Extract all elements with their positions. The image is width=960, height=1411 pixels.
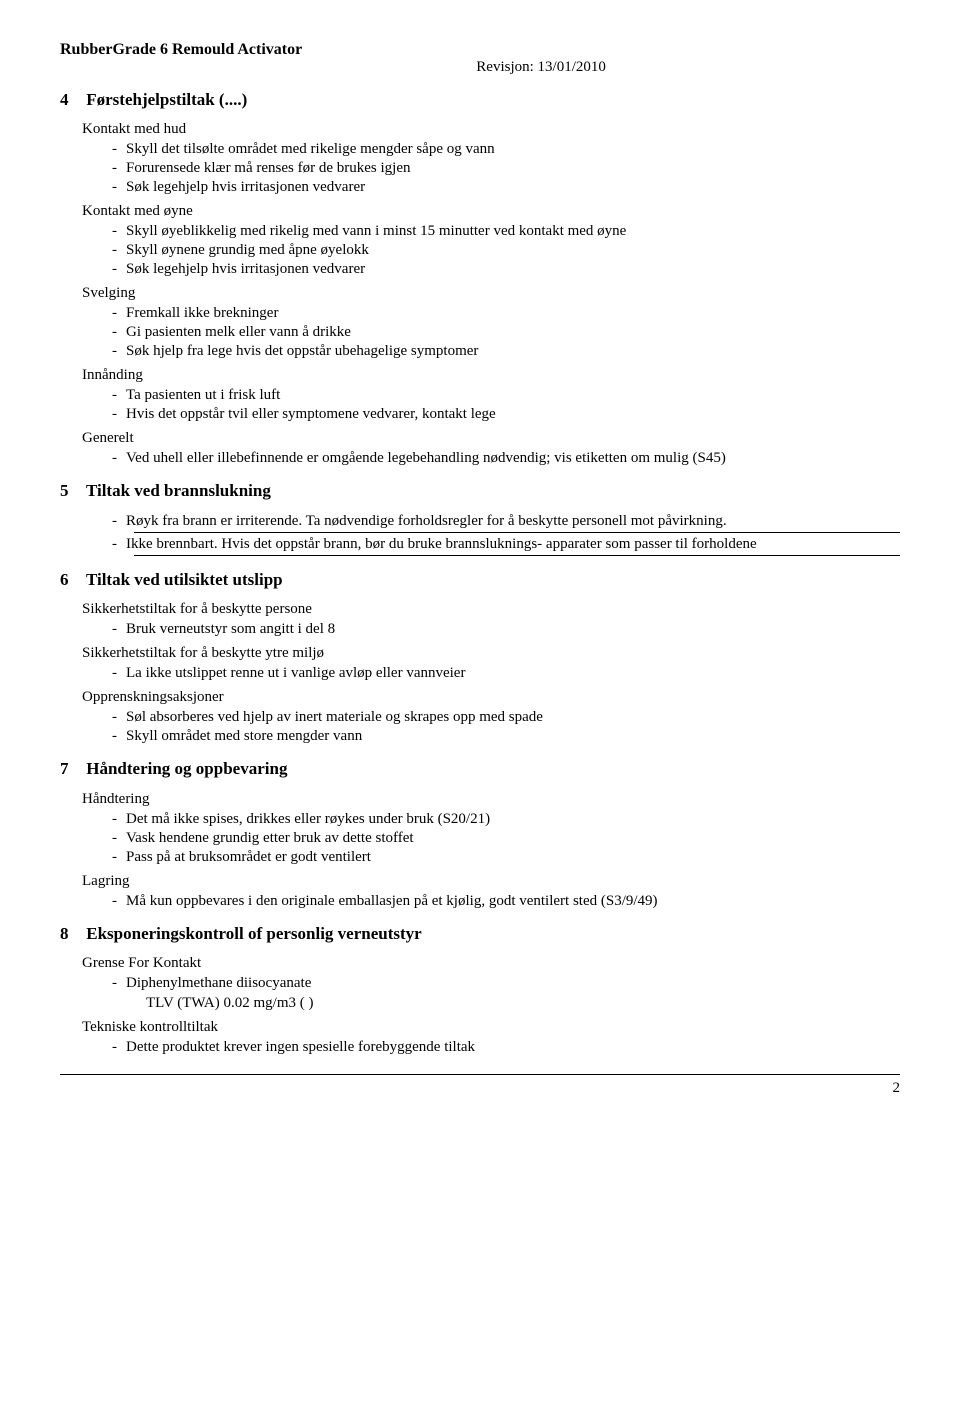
list-handling: Det må ikke spises, drikkes eller røykes… [112,810,900,866]
section-title: Tiltak ved brannslukning [86,481,271,500]
subhead-eye: Kontakt med øyne [82,202,900,220]
list-item: Pass på at bruksområdet er godt ventiler… [112,848,900,866]
subhead-inhale: Innånding [82,366,900,384]
revision-date: Revisjon: 13/01/2010 [182,58,900,76]
section-8-body: Grense For Kontakt Diphenylmethane diiso… [82,954,900,1056]
list-inhale: Ta pasienten ut i frisk luft Hvis det op… [112,386,900,423]
list-item: Ved uhell eller illebefinnende er omgåen… [112,449,900,467]
section-4-heading: 4 Førstehjelpstiltak (....) [60,90,900,110]
list-item: La ikke utslippet renne ut i vanlige avl… [112,664,900,682]
list-item: Skyll området med store mengder vann [112,727,900,745]
list-limits: Diphenylmethane diisocyanate [112,974,900,992]
list-env: La ikke utslippet renne ut i vanlige avl… [112,664,900,682]
section-number: 7 [60,759,82,779]
subhead-persons: Sikkerhetstiltak for å beskytte persone [82,600,900,618]
section-title: Tiltak ved utilsiktet utslipp [86,570,283,589]
tlv-value: TLV (TWA) 0.02 mg/m3 ( ) [146,994,900,1012]
list-item: Vask hendene grundig etter bruk av dette… [112,829,900,847]
subhead-swallow: Svelging [82,284,900,302]
list-item: Søk legehjelp hvis irritasjonen vedvarer [112,260,900,278]
section-5-heading: 5 Tiltak ved brannslukning [60,481,900,501]
section-title: Håndtering og oppbevaring [86,759,287,778]
list-item: Røyk fra brann er irriterende. Ta nødven… [112,512,900,530]
page-number: 2 [60,1079,900,1097]
list-general: Ved uhell eller illebefinnende er omgåen… [112,449,900,467]
section-number: 8 [60,924,82,944]
list-item: Hvis det oppstår tvil eller symptomene v… [112,405,900,423]
product-title: RubberGrade 6 Remould Activator [60,40,302,59]
list-tech: Dette produktet krever ingen spesielle f… [112,1038,900,1056]
list-item: Fremkall ikke brekninger [112,304,900,322]
list-eye: Skyll øyeblikkelig med rikelig med vann … [112,222,900,278]
subhead-handling: Håndtering [82,790,900,808]
list-item: Søk legehjelp hvis irritasjonen vedvarer [112,178,900,196]
list-persons: Bruk verneutstyr som angitt i del 8 [112,620,900,638]
list-swallow: Fremkall ikke brekninger Gi pasienten me… [112,304,900,360]
subhead-skin: Kontakt med hud [82,120,900,138]
list-item: Ta pasienten ut i frisk luft [112,386,900,404]
section-5-body: Røyk fra brann er irriterende. Ta nødven… [82,512,900,556]
section-7-heading: 7 Håndtering og oppbevaring [60,759,900,779]
section-number: 5 [60,481,82,501]
list-item: Må kun oppbevares i den originale emball… [112,892,900,910]
divider [134,532,900,533]
list-item: Det må ikke spises, drikkes eller røykes… [112,810,900,828]
list-item: Søl absorberes ved hjelp av inert materi… [112,708,900,726]
subhead-general: Generelt [82,429,900,447]
list-fire: Røyk fra brann er irriterende. Ta nødven… [112,512,900,530]
section-number: 4 [60,90,82,110]
list-storage: Må kun oppbevares i den originale emball… [112,892,900,910]
section-7-body: Håndtering Det må ikke spises, drikkes e… [82,790,900,910]
list-item: Skyll øynene grundig med åpne øyelokk [112,241,900,259]
list-item: Ikke brennbart. Hvis det oppstår brann, … [112,535,900,553]
list-item: Diphenylmethane diisocyanate [112,974,900,992]
section-6-heading: 6 Tiltak ved utilsiktet utslipp [60,570,900,590]
section-8-heading: 8 Eksponeringskontroll of personlig vern… [60,924,900,944]
list-item: Bruk verneutstyr som angitt i del 8 [112,620,900,638]
subhead-limits: Grense For Kontakt [82,954,900,972]
list-item: Forurensede klær må renses før de brukes… [112,159,900,177]
list-fire: Ikke brennbart. Hvis det oppstår brann, … [112,535,900,553]
list-item: Skyll øyeblikkelig med rikelig med vann … [112,222,900,240]
list-item: Gi pasienten melk eller vann å drikke [112,323,900,341]
subhead-cleanup: Opprenskningsaksjoner [82,688,900,706]
list-item: Skyll det tilsølte området med rikelige … [112,140,900,158]
footer-rule [60,1074,900,1075]
subhead-env: Sikkerhetstiltak for å beskytte ytre mil… [82,644,900,662]
section-6-body: Sikkerhetstiltak for å beskytte persone … [82,600,900,745]
document-header: RubberGrade 6 Remould Activator Revisjon… [60,40,900,76]
subhead-storage: Lagring [82,872,900,890]
subhead-tech: Tekniske kontrolltiltak [82,1018,900,1036]
section-title: Førstehjelpstiltak (....) [86,90,247,109]
section-number: 6 [60,570,82,590]
list-skin: Skyll det tilsølte området med rikelige … [112,140,900,196]
section-4-body: Kontakt med hud Skyll det tilsølte områd… [82,120,900,467]
list-item: Søk hjelp fra lege hvis det oppstår ubeh… [112,342,900,360]
list-item: Dette produktet krever ingen spesielle f… [112,1038,900,1056]
divider [134,555,900,556]
list-cleanup: Søl absorberes ved hjelp av inert materi… [112,708,900,745]
section-title: Eksponeringskontroll of personlig verneu… [86,924,421,943]
